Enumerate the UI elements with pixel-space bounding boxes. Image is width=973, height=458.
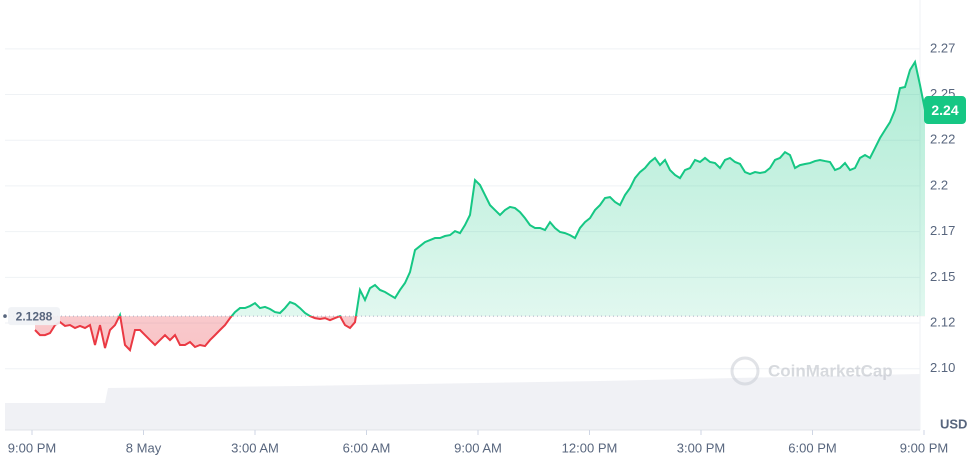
price-tag-box [924, 96, 966, 125]
x-tick-label: 3:00 PM [677, 440, 725, 455]
area-up [119, 61, 925, 317]
y-tick-label: 2.22 [930, 132, 955, 147]
watermark-text: CoinMarketCap [768, 361, 893, 380]
y-tick-label: 2.17 [930, 223, 955, 238]
y-tick-label: 2.27 [930, 40, 955, 55]
x-tick-label: 3:00 AM [231, 440, 279, 455]
y-tick-label: 2.12 [930, 314, 955, 329]
y-tick-label: 2.15 [930, 269, 955, 284]
y-tick-label: 2.2 [930, 177, 948, 192]
y-unit: USD [940, 416, 967, 431]
price-tag: 2.24 [931, 102, 958, 118]
price-line-up [118, 59, 926, 317]
x-tick-label: 6:00 AM [343, 440, 391, 455]
x-tick-label: 8 May [126, 440, 162, 455]
watermark: CoinMarketCap [730, 356, 893, 386]
x-tick-label: 12:00 PM [562, 440, 618, 455]
price-line-down [34, 316, 357, 353]
baseline-dot [3, 314, 7, 318]
baseline-label: 2.1288 [16, 309, 53, 323]
x-tick-label: 9:00 AM [454, 440, 502, 455]
baseline-label-box [8, 307, 60, 326]
x-tick-label: 6:00 PM [788, 440, 836, 455]
y-tick-label: 2.10 [930, 360, 955, 375]
volume-band [5, 374, 920, 430]
x-tick-label: 9:00 PM [900, 440, 948, 455]
x-tick-label: 9:00 PM [8, 440, 56, 455]
area-down [35, 316, 356, 351]
watermark-logo [730, 356, 760, 386]
